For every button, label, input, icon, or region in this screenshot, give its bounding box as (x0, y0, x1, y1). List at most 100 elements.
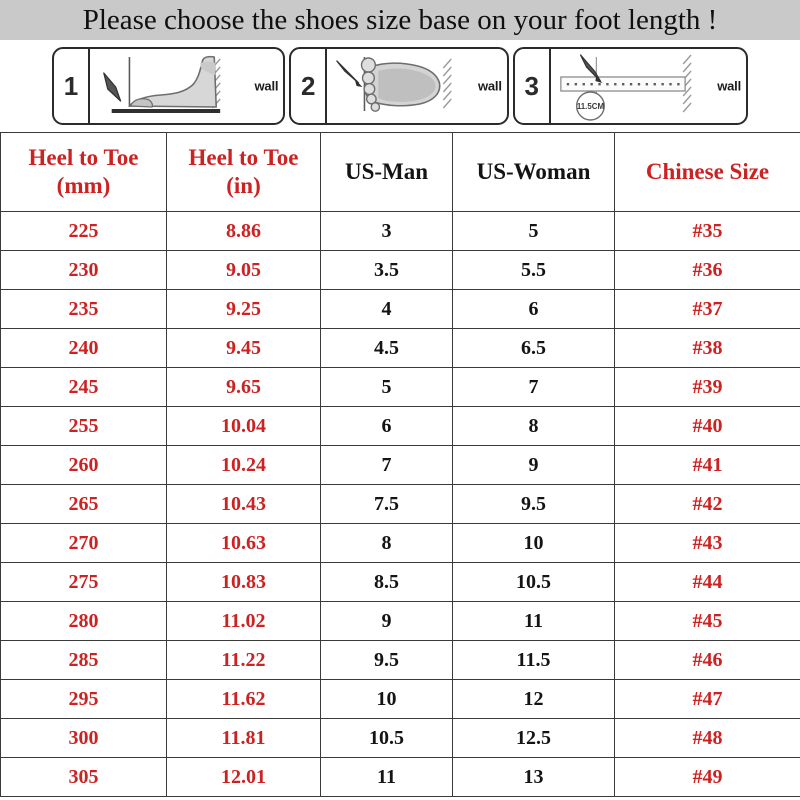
table-row: 260 10.24 7 9 #41 (0, 445, 800, 485)
cell-heel-to-toe-in: 11.22 (166, 640, 321, 680)
cell-heel-to-toe-in: 9.45 (166, 328, 321, 368)
measurement-label: 11.5CM (577, 102, 605, 111)
shoe-size-table: Heel to Toe (mm) Heel to Toe (in) US-Man… (0, 132, 800, 797)
step-number-1: 1 (54, 49, 90, 123)
cell-heel-to-toe-in: 11.81 (166, 718, 321, 758)
cell-us-woman: 11.5 (452, 640, 615, 680)
cell-chinese-size: #42 (614, 484, 800, 524)
cell-us-woman: 11 (452, 601, 615, 641)
cell-chinese-size: #37 (614, 289, 800, 329)
cell-us-woman: 12 (452, 679, 615, 719)
table-header-row: Heel to Toe (mm) Heel to Toe (in) US-Man… (0, 132, 800, 212)
cell-us-man: 10 (320, 679, 453, 719)
cell-heel-to-toe-in: 10.43 (166, 484, 321, 524)
cell-us-woman: 5.5 (452, 250, 615, 290)
cell-us-man: 4 (320, 289, 453, 329)
cell-heel-to-toe-mm: 305 (0, 757, 167, 797)
cell-heel-to-toe-in: 10.24 (166, 445, 321, 485)
table-row: 285 11.22 9.5 11.5 #46 (0, 640, 800, 680)
cell-us-man: 5 (320, 367, 453, 407)
cell-chinese-size: #38 (614, 328, 800, 368)
header-heel-to-toe-mm: Heel to Toe (mm) (0, 132, 167, 212)
cell-heel-to-toe-mm: 260 (0, 445, 167, 485)
cell-us-man: 9 (320, 601, 453, 641)
cell-heel-to-toe-mm: 245 (0, 367, 167, 407)
cell-us-man: 9.5 (320, 640, 453, 680)
cell-heel-to-toe-in: 8.86 (166, 211, 321, 251)
cell-chinese-size: #47 (614, 679, 800, 719)
cell-us-man: 3 (320, 211, 453, 251)
page-title: Please choose the shoes size base on you… (82, 3, 718, 36)
cell-heel-to-toe-mm: 235 (0, 289, 167, 329)
cell-chinese-size: #49 (614, 757, 800, 797)
cell-heel-to-toe-in: 9.65 (166, 367, 321, 407)
cell-us-woman: 9.5 (452, 484, 615, 524)
table-row: 275 10.83 8.5 10.5 #44 (0, 562, 800, 602)
cell-heel-to-toe-in: 10.83 (166, 562, 321, 602)
table-row: 265 10.43 7.5 9.5 #42 (0, 484, 800, 524)
cell-us-woman: 10 (452, 523, 615, 563)
cell-us-woman: 13 (452, 757, 615, 797)
cell-heel-to-toe-mm: 280 (0, 601, 167, 641)
cell-heel-to-toe-in: 11.62 (166, 679, 321, 719)
header-us-man: US-Man (320, 132, 453, 212)
table-row: 235 9.25 4 6 #37 (0, 289, 800, 329)
cell-us-man: 3.5 (320, 250, 453, 290)
table-row: 295 11.62 10 12 #47 (0, 679, 800, 719)
cell-heel-to-toe-in: 10.04 (166, 406, 321, 446)
table-row: 255 10.04 6 8 #40 (0, 406, 800, 446)
table-body: 225 8.86 3 5 #35 230 9.05 3.5 5.5 #36 235 9.25 4 6 #37… (0, 211, 800, 797)
cell-us-man: 11 (320, 757, 453, 797)
header-line-2: (in) (226, 173, 261, 198)
cell-heel-to-toe-in: 9.25 (166, 289, 321, 329)
header-line-1: Heel to Toe (188, 144, 299, 170)
wall-label-2: wall (477, 78, 502, 94)
cell-heel-to-toe-mm: 295 (0, 679, 167, 719)
cell-us-woman: 6 (452, 289, 615, 329)
header-heel-to-toe-in: Heel to Toe (in) (166, 132, 321, 212)
table-row: 240 9.45 4.5 6.5 #38 (0, 328, 800, 368)
cell-chinese-size: #43 (614, 523, 800, 563)
cell-us-woman: 5 (452, 211, 615, 251)
step-illustration-2: wall (327, 49, 506, 123)
cell-us-woman: 12.5 (452, 718, 615, 758)
header-line-2: (mm) (56, 173, 111, 198)
cell-heel-to-toe-mm: 270 (0, 523, 167, 563)
cell-heel-to-toe-mm: 300 (0, 718, 167, 758)
cell-chinese-size: #36 (614, 250, 800, 290)
step-box-2: 2 (289, 47, 509, 125)
cell-heel-to-toe-in: 10.63 (166, 523, 321, 563)
cell-heel-to-toe-mm: 285 (0, 640, 167, 680)
table-row: 230 9.05 3.5 5.5 #36 (0, 250, 800, 290)
step-box-1: 1 (52, 47, 286, 125)
cell-us-woman: 7 (452, 367, 615, 407)
cell-heel-to-toe-mm: 230 (0, 250, 167, 290)
wall-label-1: wall (254, 78, 279, 94)
step-illustration-1: wall (90, 49, 283, 123)
cell-heel-to-toe-in: 12.01 (166, 757, 321, 797)
table-row: 245 9.65 5 7 #39 (0, 367, 800, 407)
cell-heel-to-toe-in: 11.02 (166, 601, 321, 641)
table-row: 280 11.02 9 11 #45 (0, 601, 800, 641)
cell-chinese-size: #45 (614, 601, 800, 641)
cell-us-man: 7 (320, 445, 453, 485)
cell-us-man: 8.5 (320, 562, 453, 602)
cell-heel-to-toe-mm: 240 (0, 328, 167, 368)
header-chinese-size: Chinese Size (614, 132, 800, 212)
wall-label-3: wall (717, 78, 741, 94)
step-number-2: 2 (291, 49, 328, 123)
table-row: 300 11.81 10.5 12.5 #48 (0, 718, 800, 758)
cell-heel-to-toe-mm: 225 (0, 211, 167, 251)
cell-chinese-size: #44 (614, 562, 800, 602)
foot-side-view-against-wall-icon (103, 55, 221, 113)
cell-chinese-size: #46 (614, 640, 800, 680)
cell-chinese-size: #48 (614, 718, 800, 758)
cell-us-woman: 6.5 (452, 328, 615, 368)
cell-heel-to-toe-mm: 275 (0, 562, 167, 602)
title-banner: Please choose the shoes size base on you… (0, 0, 800, 40)
table-row: 270 10.63 8 10 #43 (0, 523, 800, 563)
step-illustration-3: 11.5CM wall (551, 49, 746, 123)
cell-chinese-size: #35 (614, 211, 800, 251)
cell-us-woman: 8 (452, 406, 615, 446)
cell-heel-to-toe-in: 9.05 (166, 250, 321, 290)
